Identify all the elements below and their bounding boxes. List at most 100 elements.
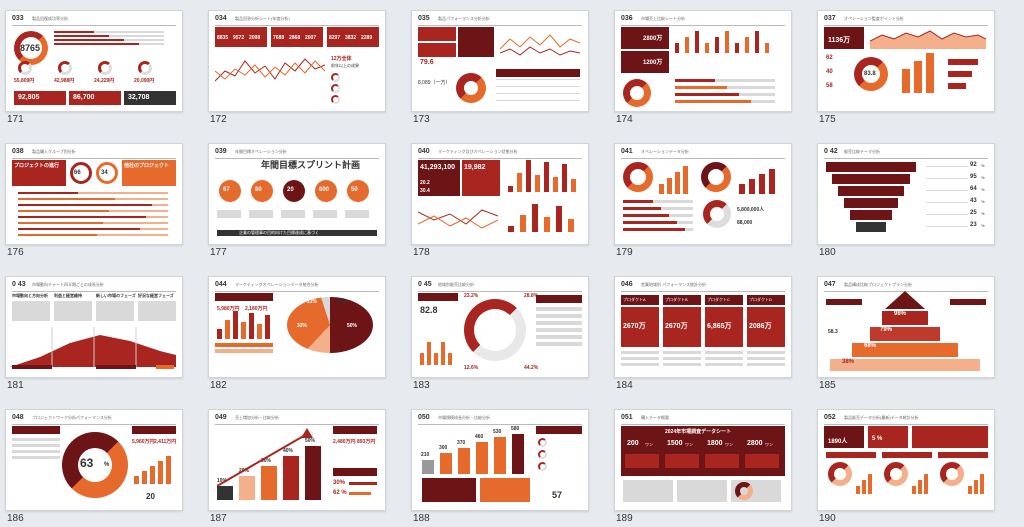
slide-header: 038 製品購入グループ別分析 (12, 148, 176, 159)
stat-value: 88,000 (737, 220, 753, 226)
content-block (132, 426, 176, 434)
panel-title: プロジェクトの進行 (14, 163, 60, 169)
slide-title: 製品構成比較プロジェクトプラン分析 (844, 282, 912, 287)
stat-value: 2800万 (643, 36, 663, 42)
header-box (705, 295, 743, 305)
slide-preview[interactable]: 038 製品購入グループ別分析 プロジェクトの進行 他社のプロジェクト 66 34 (5, 143, 183, 245)
slide-thumbnail[interactable]: 052 製品販売データ分析(最新)データ総計分析 1890人 5 % 190 (817, 409, 995, 527)
bar (974, 480, 978, 494)
table-header (496, 69, 580, 77)
slide-preview[interactable]: 047 製品構成比較プロジェクトプラン分析 98% 79% 68% 38% 58.3 (817, 276, 995, 378)
value-box (663, 307, 701, 347)
slide-preview[interactable]: 051 購入データ概要 2024年市場調査データシート 200 ワン 1500 ワン 1800… (614, 409, 792, 511)
bottom-box (69, 91, 121, 105)
slide-thumbnail[interactable]: 051 購入データ概要 2024年市場調査データシート 200 ワン 1500 ワン 1800… (614, 409, 792, 527)
slide-thumbnail[interactable]: 0 45 地域別販売比較分析 82.8 23.2% 28.8% 12.6% 44.2% 183 (411, 276, 589, 394)
bar (18, 192, 168, 194)
slide-thumbnail[interactable]: 041 オペレーションデータ分析 5,800,000人 88,000 179 (614, 143, 792, 261)
slide-thumbnail[interactable]: 033 製品回復成功率分析 8765 55,809円 42,988円 24,229円 20,… (5, 10, 183, 128)
slide-number: 041 (621, 148, 633, 155)
funnel-step (832, 174, 910, 184)
slide-thumbnail[interactable]: 0 43 市場動向チャート四半期ごとの成長分析 市場動向と方向分析 利益と経営維持 新し… (5, 276, 183, 394)
content-block (536, 426, 582, 434)
bar-label: 50% (305, 438, 316, 444)
slide-header: 041 オペレーションデータ分析 (621, 148, 785, 159)
slide-preview[interactable]: 041 オペレーションデータ分析 5,800,000人 88,000 (614, 143, 792, 245)
slide-title: マーケティング及びオペレーション状態分析 (438, 149, 518, 154)
pct-value: 62 % (333, 490, 347, 496)
slide-preview[interactable]: 040 マーケティング及びオペレーション状態分析 41,293,100 20.2 30.… (411, 143, 589, 245)
pct-value: 92 (970, 162, 977, 168)
bar (659, 184, 664, 194)
stat-value: 58.3 (828, 329, 838, 335)
slide-thumbnail[interactable]: 047 製品構成比較プロジェクトプラン分析 98% 79% 68% 38% 58.3 185 (817, 276, 995, 394)
bar-label: 370 (457, 440, 466, 446)
list-row (536, 342, 582, 346)
slide-thumbnail[interactable]: 037 オペレーション監査ポイント分析 1136万 62 40 58 83.8 175 (817, 10, 995, 128)
slide-preview[interactable]: 048 プロジェクトワーク分析パフォーマンス分析 63% 5,960万円 2,411万円… (5, 409, 183, 511)
slide-thumbnail[interactable]: 049売上増加分析・比較分析10%20%30%40%50%2,480万円893万… (208, 409, 386, 527)
bar (249, 313, 254, 339)
slide-preview[interactable]: 0 45 地域別販売比較分析 82.8 23.2% 28.8% 12.6% 44.2% (411, 276, 589, 378)
slide-preview[interactable]: 039 年間目標オペレーション分析 年間目標スプリント計画 67 80 20 600 50 企業… (208, 143, 386, 245)
slide-thumbnail[interactable]: 036 市場売上比較シート分析 2800万 1200万 174 (614, 10, 792, 128)
stat-value: 41,293,100 (420, 164, 456, 171)
bar (926, 53, 934, 93)
slide-thumbnail[interactable]: 0 42 販売比較テーマ分析 92% 95% 64% 43% 25% 23% 180 (817, 143, 995, 261)
slide-preview[interactable]: 046 営業地域別 パフォーマンス統計分析 プロダクトA 2670万 プロダクトB 267… (614, 276, 792, 378)
slide-header: 046 営業地域別 パフォーマンス統計分析 (621, 281, 785, 292)
slide-thumbnail[interactable]: 039 年間目標オペレーション分析 年間目標スプリント計画 67 80 20 600 50 企業… (208, 143, 386, 261)
slide-thumbnail[interactable]: 050 市場規模成長分析・比較分析 210 300 370 460 530 580 57 188 (411, 409, 589, 527)
slide-preview[interactable]: 052 製品販売データ分析(最新)データ総計分析 1890人 5 % (817, 409, 995, 511)
slide-preview[interactable]: 036 市場売上比較シート分析 2800万 1200万 (614, 10, 792, 112)
slide-thumbnail[interactable]: 035 製品パフォーマンス分析分析 79.6 8,089（一方） 173 (411, 10, 589, 128)
slide-preview[interactable]: 050 市場規模成長分析・比較分析 210 300 370 460 530 580 57 (411, 409, 589, 511)
donut-chart (98, 61, 112, 75)
slide-preview[interactable]: 0 43 市場動向チャート四半期ごとの成長分析 市場動向と方向分析 利益と経営維持 新し… (5, 276, 183, 378)
slide-thumbnail[interactable]: 038 製品購入グループ別分析 プロジェクトの進行 他社のプロジェクト 66 34 176 (5, 143, 183, 261)
funnel-step (844, 198, 898, 208)
slide-preview[interactable]: 037 オペレーション監査ポイント分析 1136万 62 40 58 83.8 (817, 10, 995, 112)
slide-preview[interactable]: 033 製品回復成功率分析 8765 55,809円 42,988円 24,229円 20,… (5, 10, 183, 112)
leader-line (926, 166, 968, 167)
bar (54, 35, 109, 37)
slide-number: 037 (824, 15, 836, 22)
slide-thumbnail[interactable]: 034 製品回答分析シート(年度分析) 8835 9572 2098 7688 2868 20… (208, 10, 386, 128)
slide-caption: 185 (819, 380, 836, 391)
detail-row (663, 351, 701, 354)
pct-value: 79% (880, 327, 893, 333)
bar (675, 86, 727, 89)
stat-value: 2800 (747, 440, 763, 447)
slide-header: 050 市場規模成長分析・比較分析 (418, 414, 582, 425)
pct-value: 44.2% (524, 365, 539, 371)
product-label: プロダクトA (623, 297, 646, 302)
slide-thumbnail[interactable]: 048 プロジェクトワーク分析パフォーマンス分析 63% 5,960万円 2,411万円… (5, 409, 183, 527)
slide-caption: 187 (210, 513, 227, 524)
bar-label: 10% (217, 478, 228, 484)
pct-value: 43 (970, 198, 977, 204)
stat-value: 5,800,000人 (737, 207, 765, 213)
slide-thumbnail[interactable]: 040 マーケティング及びオペレーション状態分析 41,293,100 20.2 30.… (411, 143, 589, 261)
pct-value: 25 (970, 210, 977, 216)
slide-preview[interactable]: 0 42 販売比較テーマ分析 92% 95% 64% 43% 25% 23% (817, 143, 995, 245)
slide-number: 0 43 (12, 281, 26, 288)
bar (725, 31, 729, 53)
detail-row (747, 363, 785, 366)
pct-value: 12.6% (464, 365, 479, 371)
bar (745, 37, 749, 53)
product-value: 2086万 (749, 323, 772, 330)
bar (683, 166, 688, 194)
slide-preview[interactable]: 035 製品パフォーマンス分析分析 79.6 8,089（一方） (411, 10, 589, 112)
panel-title: 2024年市場調査データシート (665, 429, 732, 435)
slide-preview[interactable]: 044 マーケティングオペレーションデータ統合分析 5,980万円 2,180万円 12… (208, 276, 386, 378)
bar (532, 204, 538, 232)
slide-number: 0 42 (824, 148, 838, 155)
bar (349, 492, 371, 495)
slide-thumbnail[interactable]: 044 マーケティングオペレーションデータ統合分析 5,980万円 2,180万円 12… (208, 276, 386, 394)
slide-thumbnail[interactable]: 046 営業地域別 パフォーマンス統計分析 プロダクトA 2670万 プロダクトB 267… (614, 276, 792, 394)
bar (305, 446, 321, 500)
slide-preview[interactable]: 034 製品回答分析シート(年度分析) 8835 9572 2098 7688 2868 20… (208, 10, 386, 112)
slide-preview[interactable]: 049売上増加分析・比較分析10%20%30%40%50%2,480万円893万… (208, 409, 386, 511)
slide-title: 購入データ概要 (641, 415, 669, 420)
bar (476, 442, 488, 474)
